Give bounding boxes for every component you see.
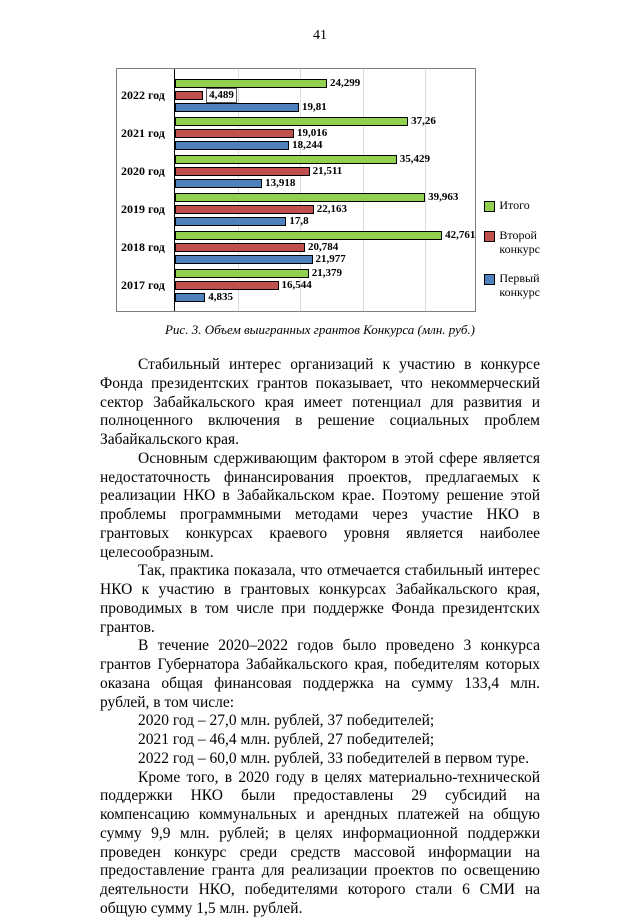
value-label: 39,963 <box>428 190 459 203</box>
legend-label: Второй конкурс <box>499 227 541 256</box>
bar-itogo <box>175 154 397 164</box>
chart-legend: Итого Второй конкурс Первый конкурс <box>484 68 540 312</box>
value-label: 19,016 <box>296 126 328 139</box>
bar-wrap: 20,784 <box>175 240 475 253</box>
value-label: 18,244 <box>292 138 323 151</box>
bar-group: 35,429 21,511 13,918 <box>174 152 475 190</box>
bar-wrap: 17,8 <box>175 214 475 227</box>
page-number: 41 <box>313 28 327 43</box>
value-label: 21,511 <box>312 164 343 177</box>
paragraph: Стабильный интерес организаций к участию… <box>100 356 540 448</box>
paragraph: 2022 год – 60,0 млн. рублей, 33 победите… <box>138 749 530 767</box>
bar-vtoroy-konkurs <box>175 242 306 252</box>
chart-plot-area: 2022 год 24,299 4,489 19,81 2021 год 37,26 19,… <box>116 68 477 312</box>
chart-category-row: 2021 год 37,26 19,016 18,244 <box>117 114 475 152</box>
value-label: 19,81 <box>301 100 327 113</box>
value-label: 35,429 <box>399 152 430 165</box>
bar-wrap: 39,963 <box>175 190 475 203</box>
chart-category-row: 2019 год 39,963 22,163 17,8 <box>117 190 475 228</box>
paragraph: 2020 год – 27,0 млн. рублей, 37 победите… <box>138 712 435 730</box>
chart-category-row: 2017 год 21,379 16,544 4,835 <box>117 266 475 304</box>
legend-item-pervyi-konkurs: Первый конкурс <box>484 272 540 300</box>
bar-vtoroy-konkurs <box>175 166 310 176</box>
legend-label: Итого <box>499 198 530 213</box>
chart-category-row: 2020 год 35,429 21,511 13,918 <box>117 152 475 190</box>
bar-wrap: 16,544 <box>175 278 475 291</box>
grants-bar-chart: 2022 год 24,299 4,489 19,81 2021 год 37,26 19,… <box>116 68 540 312</box>
category-label: 2017 год <box>121 277 165 292</box>
value-label: 4,835 <box>208 290 233 303</box>
legend-item-vtoroy-konkurs: Второй конкурс <box>484 227 541 257</box>
bar-group: 39,963 22,163 17,8 <box>174 190 475 228</box>
value-label: 21,977 <box>315 252 346 265</box>
value-label: 16,544 <box>281 278 312 291</box>
bar-pervyi-konkurs <box>175 216 287 226</box>
value-label: 20,784 <box>308 240 339 253</box>
bar-wrap: 13,918 <box>175 176 475 189</box>
value-label: 37,26 <box>411 114 436 127</box>
category-label: 2018 год <box>121 239 165 254</box>
bar-itogo <box>175 230 443 240</box>
bar-wrap: 37,26 <box>175 114 475 127</box>
bar-wrap: 4,835 <box>175 290 475 303</box>
bar-group: 24,299 4,489 19,81 <box>174 76 475 114</box>
legend-marker-icon <box>484 274 496 286</box>
paragraph: Основным сдерживающим фактором в этой сф… <box>100 449 540 561</box>
bar-vtoroy-konkurs <box>175 90 204 100</box>
bar-group: 21,379 16,544 4,835 <box>174 266 475 304</box>
legend-item-itogo: Итого <box>484 198 540 213</box>
paragraph: В течение 2020–2022 годов было проведено… <box>100 637 540 711</box>
bar-pervyi-konkurs <box>175 292 206 302</box>
paragraph: Кроме того, в 2020 году в целях материал… <box>100 768 540 917</box>
value-label: 42,761 <box>445 228 476 241</box>
category-label: 2022 год <box>121 87 165 102</box>
bar-group: 37,26 19,016 18,244 <box>174 114 475 152</box>
bar-itogo <box>175 268 309 278</box>
bar-vtoroy-konkurs <box>175 204 314 214</box>
legend-marker-icon <box>484 230 496 242</box>
bar-wrap: 18,244 <box>175 138 475 151</box>
value-label: 22,163 <box>316 202 347 215</box>
paragraph: Так, практика показала, что отмечается с… <box>100 562 540 636</box>
bar-wrap: 42,761 <box>175 228 476 241</box>
bar-itogo <box>175 116 409 126</box>
bar-wrap: 35,429 <box>175 152 475 165</box>
category-label: 2021 год <box>121 125 165 140</box>
chart-category-row: 2022 год 24,299 4,489 19,81 <box>117 76 475 114</box>
figure-caption: Рис. 3. Объем выигранных грантов Конкурс… <box>164 322 475 337</box>
bar-group: 42,761 20,784 21,977 <box>174 228 475 266</box>
bar-wrap: 21,379 <box>175 266 475 279</box>
chart-category-row: 2018 год 42,761 20,784 21,977 <box>117 228 475 266</box>
bar-wrap: 19,016 <box>175 126 475 139</box>
value-label: 13,918 <box>265 176 296 189</box>
bar-pervyi-konkurs <box>175 178 263 188</box>
bar-vtoroy-konkurs <box>175 128 294 138</box>
bar-vtoroy-konkurs <box>175 280 279 290</box>
paragraph: 2021 год – 46,4 млн. рублей, 27 победите… <box>138 731 435 748</box>
bar-wrap: 21,977 <box>175 252 475 265</box>
legend-label: Первый конкурс <box>499 271 541 300</box>
category-label: 2019 год <box>121 201 165 216</box>
bar-wrap: 19,81 <box>175 100 475 113</box>
value-label: 17,8 <box>289 214 309 227</box>
body-text: Стабильный интерес организаций к участию… <box>100 356 540 919</box>
bar-pervyi-konkurs <box>175 254 313 264</box>
bar-itogo <box>175 78 328 88</box>
bar-wrap: 21,511 <box>175 164 475 177</box>
bar-pervyi-konkurs <box>175 102 299 112</box>
bar-pervyi-konkurs <box>175 140 290 150</box>
chart-rows: 2022 год 24,299 4,489 19,81 2021 год 37,26 19,… <box>117 76 475 304</box>
bar-itogo <box>175 192 426 202</box>
bar-wrap: 22,163 <box>175 202 475 215</box>
bar-wrap: 24,299 <box>175 76 475 89</box>
category-label: 2020 год <box>121 163 165 178</box>
legend-marker-icon <box>484 201 496 213</box>
value-label: 24,299 <box>330 76 361 89</box>
bar-wrap: 4,489 <box>175 87 475 103</box>
value-label: 21,379 <box>311 266 343 279</box>
value-label: 4,489 <box>206 87 237 103</box>
